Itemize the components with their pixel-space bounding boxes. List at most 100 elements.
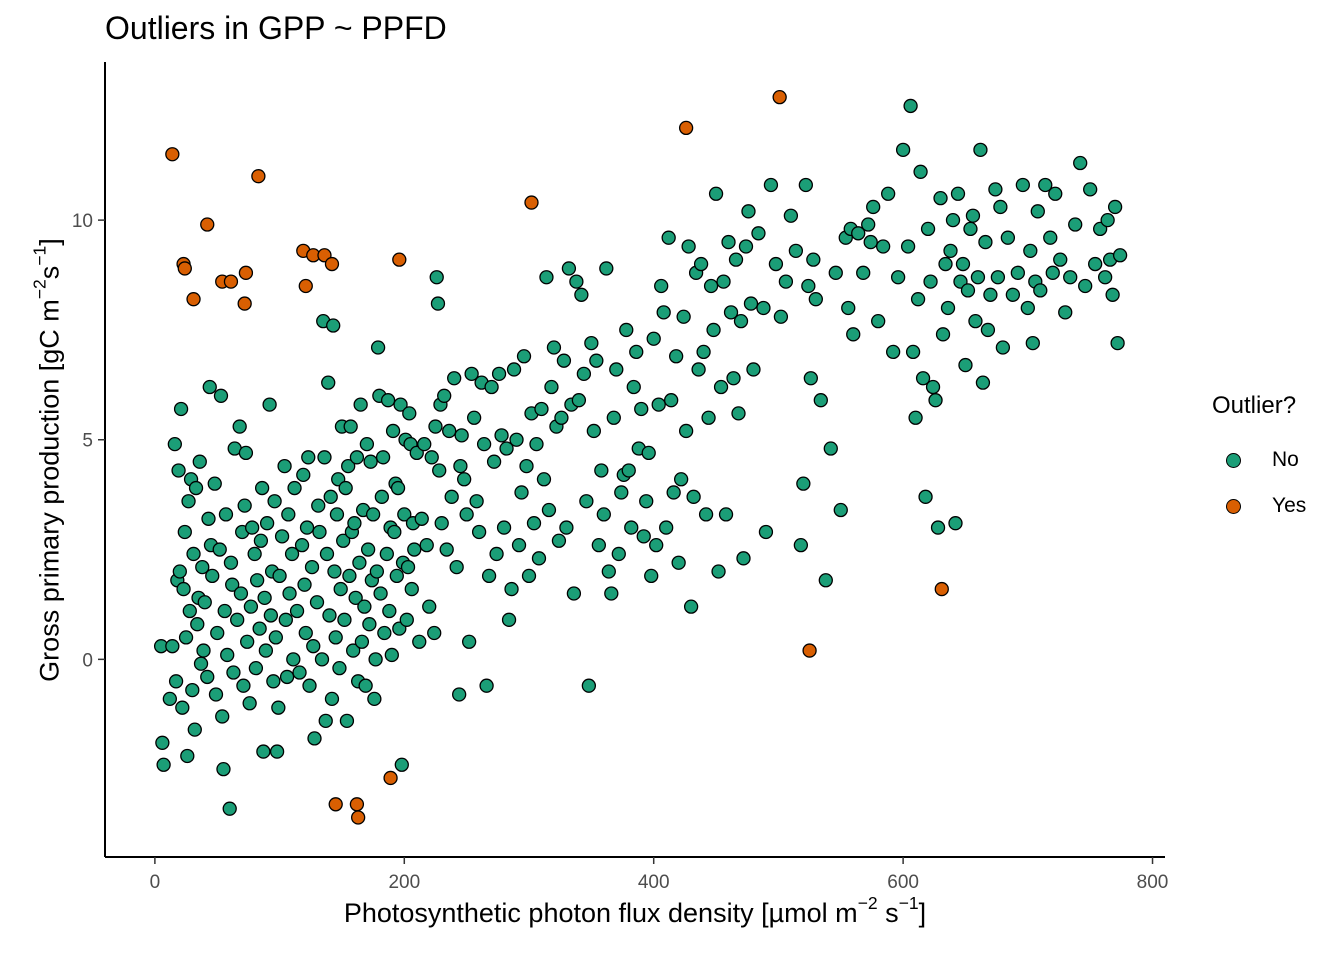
data-point [165,147,180,162]
data-point [328,797,343,812]
legend-swatch-no [1226,453,1241,468]
data-point [238,445,254,461]
data-point [397,507,412,522]
data-point [676,309,691,324]
data-point [1045,265,1060,280]
data-point [698,507,714,522]
data-point [240,634,255,649]
data-point [681,239,696,254]
data-point [925,379,941,395]
data-point [182,603,197,619]
data-point [993,199,1008,215]
data-point [990,270,1006,285]
x-tick-label: 0 [150,872,161,893]
data-point [584,335,599,351]
data-point [1033,283,1048,298]
data-point [237,498,252,513]
data-point [920,221,936,237]
data-point [903,98,918,114]
data-point [471,524,487,540]
data-point [890,270,906,285]
data-point [399,612,414,627]
data-point [509,432,524,447]
data-point [634,401,649,417]
data-point [960,283,976,298]
data-point [933,191,948,206]
data-point [978,234,993,250]
data-point [866,199,881,215]
data-point [569,274,584,289]
data-point [347,516,362,531]
data-point [516,349,532,364]
data-point [871,313,886,329]
data-point [402,406,417,421]
data-point [442,423,457,439]
data-point [186,292,201,307]
data-point [975,375,991,390]
data-point [365,507,381,522]
data-point [407,542,422,557]
data-point [788,243,804,259]
data-point [823,441,838,456]
data-point [400,559,416,575]
data-point [454,428,469,443]
data-point [447,371,462,386]
data-point [202,379,217,395]
data-point [297,577,312,592]
data-point [599,261,614,276]
y-tick-label: 0 [82,650,93,671]
data-point [327,564,342,579]
data-point [708,186,724,201]
data-point [274,529,290,544]
data-point [910,292,926,307]
data-point [541,502,557,518]
data-point [678,120,694,136]
data-point [913,164,928,179]
data-point [1100,212,1115,228]
data-point [958,357,973,373]
data-point [721,234,736,250]
data-point [581,678,597,693]
data-point [604,586,619,601]
data-point [247,546,262,562]
data-point [223,274,239,289]
data-point [751,226,766,241]
data-point [237,296,252,311]
data-point [935,327,951,342]
data-point [181,494,196,509]
data-point [529,436,544,452]
data-point [499,441,514,456]
legend-title: Outlier? [1212,392,1297,419]
data-point [343,419,358,434]
data-point [162,691,177,707]
data-point [1110,335,1125,351]
data-point [382,603,397,619]
data-point [268,630,283,645]
data-point [1112,248,1128,263]
data-point [222,801,237,816]
data-point [302,678,317,693]
data-point [554,410,569,425]
data-point [464,366,479,382]
data-point [385,423,401,439]
data-point [701,410,716,425]
data-point [846,327,861,342]
data-point [457,472,472,487]
data-point [606,410,621,425]
data-point [486,454,502,469]
data-point [728,252,744,267]
data-point [506,362,522,377]
data-point [574,287,589,302]
data-point [319,546,335,562]
data-point [197,595,212,610]
data-point [900,239,916,254]
data-point [208,687,224,702]
data-point [195,559,210,575]
data-point [338,480,353,496]
data-point [373,586,388,601]
data-point [1010,265,1025,280]
data-point [801,278,816,294]
data-point [601,564,616,579]
data-point [833,502,848,518]
data-point [374,489,389,504]
